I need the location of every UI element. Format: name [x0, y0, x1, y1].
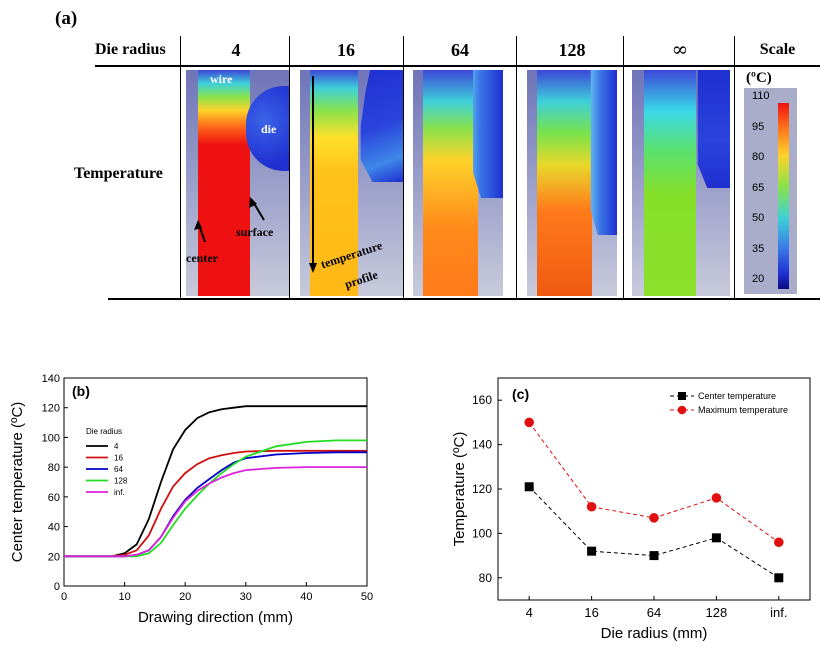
legend-label: 128 [114, 477, 128, 486]
y-tick-label: 60 [48, 492, 60, 504]
legend-label: 16 [114, 454, 123, 463]
legend-label: 64 [114, 465, 123, 474]
legend-label: Maximum temperature [698, 405, 788, 415]
simulation-rinf [632, 70, 730, 296]
series-line-inf. [64, 466, 367, 558]
simulation-r4-arrows [194, 197, 265, 243]
simulation-r16 [300, 70, 403, 296]
annotation-center: center [186, 251, 218, 265]
panel-label: (b) [72, 383, 90, 399]
scale-tick-95: 95 [752, 120, 765, 133]
simulation-r16-arrow [309, 76, 317, 273]
annotation-wire: wire [210, 72, 233, 86]
y-tick-label: 120 [472, 482, 492, 496]
die-shape [697, 70, 730, 188]
column-header-scale: Scale [759, 41, 796, 58]
legend-label: 4 [114, 442, 119, 451]
series-line-16 [64, 449, 367, 558]
simulation-r128 [527, 70, 617, 296]
series-line-circle [528, 422, 780, 543]
row-header-die-radius: Die radius [95, 41, 166, 58]
y-tick-label: 40 [48, 522, 60, 534]
x-tick-label: 16 [584, 605, 598, 620]
scale-unit: (ºC) [746, 70, 772, 86]
data-point-square [774, 573, 784, 583]
x-tick-label: 40 [300, 591, 312, 603]
x-tick-label: 0 [61, 591, 67, 603]
arrowhead-center [194, 220, 202, 230]
x-tick-label: 10 [118, 591, 130, 603]
x-tick-label: 128 [706, 605, 728, 620]
y-tick-label: 100 [472, 526, 492, 540]
column-header-4: 4 [231, 40, 241, 60]
y-tick-label: 20 [48, 551, 60, 563]
legend-label: inf. [114, 488, 125, 497]
scale-tick-80: 80 [752, 151, 765, 163]
legend-marker-square [678, 392, 686, 400]
series-line-128 [64, 439, 367, 558]
data-point-square [711, 533, 721, 543]
legend-marker-circle [677, 405, 687, 415]
column-header-128: 128 [558, 40, 586, 60]
scale-tick-110: 110 [752, 90, 770, 102]
table-rule-bottom [108, 298, 820, 300]
y-axis-label: Temperature (ºC) [451, 432, 468, 547]
simulation-r64 [413, 70, 503, 296]
arrowhead-temperature-profile [309, 263, 317, 273]
data-point-square [649, 551, 659, 561]
simulation-r4: wire die [186, 70, 289, 296]
x-tick-label: 30 [240, 591, 252, 603]
y-tick-label: 140 [42, 373, 60, 385]
row-label-temperature: Temperature [74, 165, 163, 182]
series-line-4 [64, 405, 367, 558]
table-rule-top [95, 65, 820, 67]
y-tick-label: 160 [472, 393, 492, 407]
annotation-die: die [261, 122, 277, 136]
series-line-square [528, 486, 780, 579]
column-header-64: 64 [451, 40, 469, 60]
panel-a-label: (a) [55, 8, 78, 29]
data-point-circle [711, 493, 722, 503]
x-tick-label: 20 [179, 591, 191, 603]
chart-die-radius-temperature: 4 16 64 128 inf. 80 100 120 140 160 Die radius (mm… [451, 377, 811, 642]
x-axis-label: Drawing direction (mm) [138, 609, 293, 626]
arrowhead-surface [249, 197, 257, 208]
x-axis-label: Die radius (mm) [601, 625, 708, 642]
scale-tick-35: 35 [752, 242, 765, 255]
chart-center-temperature: 0 10 20 30 40 50 0 20 40 60 80 100 120 140 Drawing dir… [9, 373, 373, 626]
legend-title: Die radius [86, 427, 122, 436]
column-header-infinity: ∞ [671, 37, 689, 61]
data-point-circle [586, 501, 597, 512]
data-point-square [587, 546, 597, 556]
y-tick-label: 0 [54, 581, 60, 593]
y-tick-label: 120 [42, 403, 60, 415]
x-tick-label: 4 [526, 605, 533, 620]
plot-frame [63, 377, 368, 587]
column-header-16: 16 [337, 40, 355, 60]
color-scale-bar [778, 103, 789, 289]
panel-label: (c) [512, 386, 529, 402]
y-tick-label: 100 [42, 432, 60, 444]
annotation-surface: surface [236, 225, 274, 239]
legend-label: Center temperature [698, 391, 776, 401]
data-point-circle [774, 537, 784, 548]
y-tick-label: 140 [472, 438, 492, 452]
die-shape [360, 70, 403, 182]
scale-tick-labels: 110 95 80 65 50 35 20 [752, 89, 770, 287]
y-tick-label: 80 [48, 462, 60, 474]
x-tick-label: inf. [770, 605, 787, 620]
data-point-square [524, 482, 534, 492]
x-tick-label: 64 [647, 605, 661, 620]
scale-tick-65: 65 [752, 181, 765, 194]
y-tick-label: 80 [479, 571, 493, 585]
scale-tick-20: 20 [752, 273, 765, 285]
data-point-circle [649, 513, 659, 523]
scale-tick-50: 50 [752, 212, 765, 224]
y-axis-label: Center temperature (ºC) [9, 402, 26, 563]
data-point-circle [524, 417, 534, 428]
x-tick-label: 50 [361, 591, 373, 603]
